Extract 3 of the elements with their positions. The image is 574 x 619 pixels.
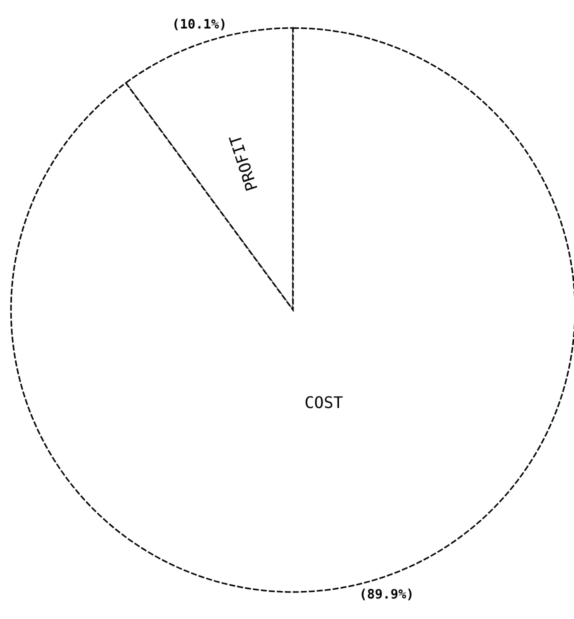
data-label: (10.1%) (172, 18, 227, 33)
slice-label: COST (304, 393, 344, 412)
data-label: (89.9%) (359, 588, 414, 603)
